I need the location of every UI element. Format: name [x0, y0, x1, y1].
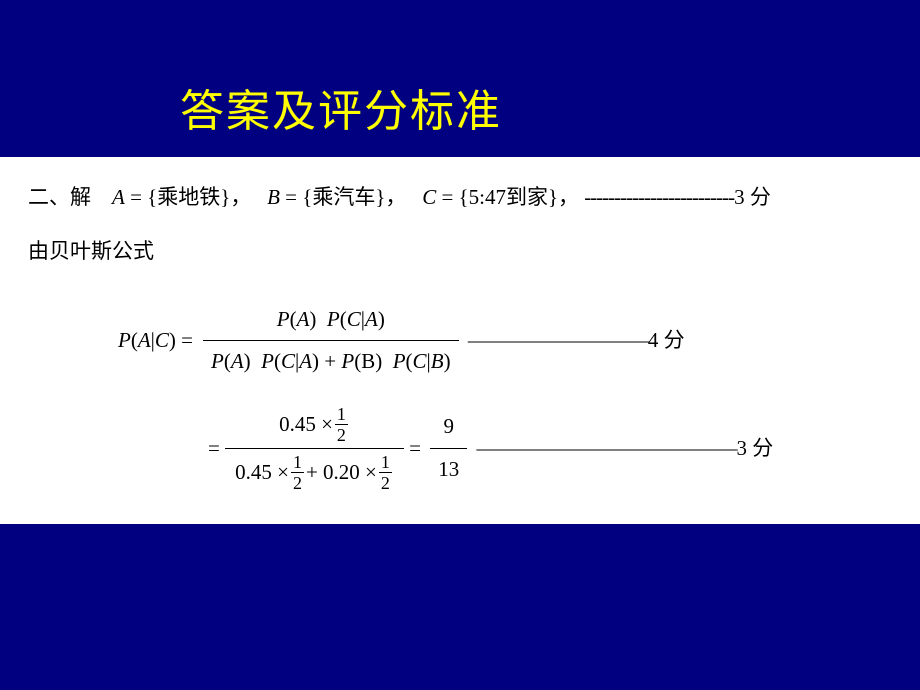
num-half-d: 2 [335, 424, 348, 444]
calc-fraction: 0.45 × 1 2 0.45 × 1 2 + 0.20 × 1 2 [225, 401, 404, 496]
equals-1: = [208, 430, 220, 468]
den-coef-1: 0.45 × [235, 454, 289, 492]
set-B-def: = {乘汽车}， [280, 185, 407, 209]
score-tail-2: —————————4 分 [463, 322, 685, 360]
set-C-def: = {5:47到家}， [436, 185, 579, 209]
result-fraction: 9 13 [430, 406, 467, 491]
score-3: 3 分 [736, 436, 773, 460]
num-coef: 0.45 × [279, 406, 333, 444]
score-dashes-2: ————————— [468, 328, 648, 352]
num-half: 1 2 [335, 405, 348, 444]
den-half-2-n: 1 [379, 453, 392, 472]
num-half-n: 1 [335, 405, 348, 424]
bayes-numerator: P(A) P(C|A) [269, 299, 393, 341]
content-panel: 二、解 A = {乘地铁}， B = {乘汽车}， C = {5:47到家}， … [0, 157, 920, 524]
score-dashes-1: ------------------------- [584, 179, 734, 217]
calculation-row: = 0.45 × 1 2 0.45 × 1 2 + 0.20 × 1 2 [208, 401, 892, 496]
score-2: 4 分 [648, 328, 685, 352]
problem-prefix: 二、解 [28, 185, 91, 209]
bayes-formula: P(A|C) = P(A) P(C|A) P(A) P(C|A) + P(B) … [118, 299, 892, 384]
bayes-intro: 由贝叶斯公式 [28, 233, 892, 271]
equals-2: = [409, 430, 421, 468]
den-half-1-n: 1 [291, 453, 304, 472]
score-dashes-3: ————————————— [476, 436, 736, 460]
den-half-1: 1 2 [291, 453, 304, 492]
den-half-1-d: 2 [291, 472, 304, 492]
set-A-def: = {乘地铁}， [125, 185, 252, 209]
set-B-symbol: B [267, 185, 280, 209]
formula-lhs: P(A|C) = [118, 322, 193, 360]
calc-denominator: 0.45 × 1 2 + 0.20 × 1 2 [225, 448, 404, 496]
score-1: 3 分 [734, 185, 771, 209]
set-C-symbol: C [422, 185, 436, 209]
bayes-fraction: P(A) P(C|A) P(A) P(C|A) + P(B) P(C|B) [203, 299, 459, 384]
result-d: 13 [430, 448, 467, 491]
definitions-line: 二、解 A = {乘地铁}， B = {乘汽车}， C = {5:47到家}， … [28, 179, 892, 217]
den-half-2: 1 2 [379, 453, 392, 492]
slide-title: 答案及评分标准 [0, 0, 920, 139]
bayes-denominator: P(A) P(C|A) + P(B) P(C|B) [203, 340, 459, 383]
den-plus: + 0.20 × [306, 454, 377, 492]
calc-numerator: 0.45 × 1 2 [269, 401, 360, 448]
set-A-symbol: A [112, 185, 125, 209]
score-tail-3: —————————————3 分 [471, 430, 773, 468]
den-half-2-d: 2 [379, 472, 392, 492]
result-n: 9 [435, 406, 462, 448]
